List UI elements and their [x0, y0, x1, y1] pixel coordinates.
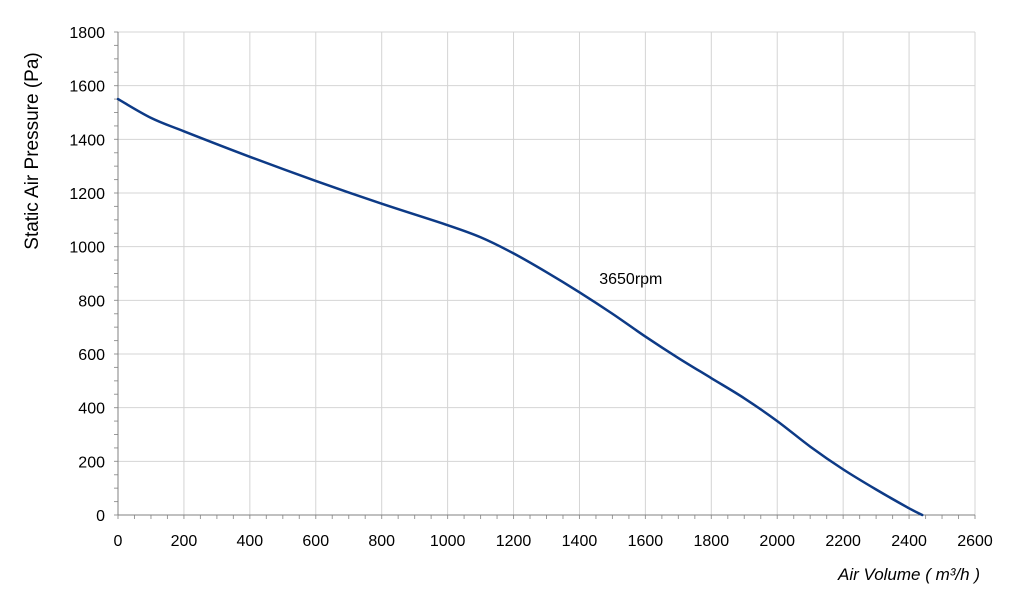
x-tick-label: 200: [171, 533, 198, 550]
y-tick-labels: 0 200 400 600 800 1000 1200 1400 1600 1800: [69, 25, 105, 525]
y-tick-label: 0: [96, 508, 105, 525]
curve-annotation: 3650rpm: [599, 271, 662, 288]
y-tick-label: 200: [78, 454, 105, 471]
x-tick-label: 2200: [825, 533, 861, 550]
y-tick-label: 1800: [69, 25, 105, 42]
series-layer: [116, 97, 924, 517]
minor-ticks: [114, 31, 976, 519]
x-tick-label: 1200: [496, 533, 532, 550]
x-tick-label: 1000: [430, 533, 466, 550]
x-tick-label: 1400: [562, 533, 598, 550]
x-tick-label: 1800: [694, 533, 730, 550]
y-tick-label: 1000: [69, 240, 105, 257]
y-tick-label: 800: [78, 293, 105, 310]
axes: [117, 32, 975, 516]
y-tick-label: 1400: [69, 132, 105, 149]
x-tick-label: 1600: [628, 533, 664, 550]
x-tick-label: 600: [302, 533, 329, 550]
x-tick-label: 800: [368, 533, 395, 550]
annotations: 3650rpm: [599, 271, 662, 288]
y-tick-label: 1200: [69, 186, 105, 203]
x-tick-label: 400: [236, 533, 263, 550]
y-tick-label: 1600: [69, 79, 105, 96]
x-tick-label: 2600: [957, 533, 993, 550]
x-tick-label: 2400: [891, 533, 927, 550]
y-tick-label: 400: [78, 401, 105, 418]
x-axis-title: Air Volume ( m³/h ): [837, 565, 980, 584]
x-tick-label: 0: [114, 533, 123, 550]
x-tick-label: 2000: [759, 533, 795, 550]
x-tick-labels: 0 200 400 600 800 1000 1200 1400 1600 1800 2000 220…: [114, 533, 993, 550]
y-tick-label: 600: [78, 347, 105, 364]
y-axis-title: Static Air Pressure (Pa): [22, 52, 43, 249]
series-line: [116, 97, 924, 517]
